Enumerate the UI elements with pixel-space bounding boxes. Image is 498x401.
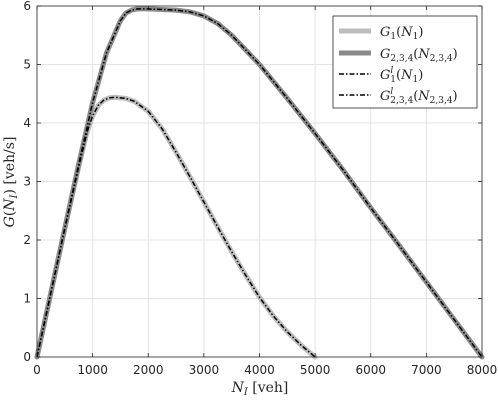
series-line-g1l bbox=[36, 96, 316, 358]
x-tick-label: 6000 bbox=[355, 363, 386, 377]
y-tick-label: 2 bbox=[23, 233, 31, 247]
grid bbox=[36, 5, 483, 358]
series-line-g1 bbox=[34, 94, 318, 360]
x-axis-label: NI [veh] bbox=[231, 380, 289, 398]
x-tick-label: 4000 bbox=[244, 363, 275, 377]
y-tick-label: 3 bbox=[23, 175, 31, 189]
y-axis-label: G(NI) [veh/s] bbox=[2, 137, 20, 228]
legend: G1(N1) G2,3,4(N2,3,4) Gl 1(N1) Gl 2,3,4(N2… bbox=[332, 15, 478, 109]
legend-label-g1: G1(N1) bbox=[380, 25, 423, 42]
y-tick-label: 6 bbox=[23, 0, 31, 13]
legend-label-g234: G2,3,4(N2,3,4) bbox=[380, 47, 458, 64]
x-tick-label: 2000 bbox=[133, 363, 164, 377]
x-tick-label: 0 bbox=[33, 363, 41, 377]
x-tick-label: 5000 bbox=[300, 363, 331, 377]
series-lines bbox=[34, 6, 485, 360]
y-tick-label: 1 bbox=[23, 292, 31, 306]
x-tick-label: 7000 bbox=[411, 363, 442, 377]
ticks: 0 1000 2000 3000 4000 5000 6000 7000 8000 0 1 2 3 4 5 6 bbox=[23, 0, 497, 377]
x-tick-label: 1000 bbox=[77, 363, 108, 377]
y-tick-label: 5 bbox=[23, 58, 31, 72]
y-tick-label: 4 bbox=[23, 116, 31, 130]
legend-label-g234l: Gl 2,3,4(N2,3,4) bbox=[380, 87, 458, 106]
series-line-g234l bbox=[36, 8, 483, 358]
legend-entry-g1: G1(N1) bbox=[339, 25, 423, 42]
x-tick-label: 8000 bbox=[467, 363, 498, 377]
x-tick-label: 3000 bbox=[189, 363, 220, 377]
legend-label-g1l: Gl 1(N1) bbox=[380, 66, 423, 85]
legend-entry-g234l: Gl 2,3,4(N2,3,4) bbox=[339, 87, 458, 106]
y-tick-label: 0 bbox=[23, 350, 31, 364]
legend-entry-g1l: Gl 1(N1) bbox=[339, 66, 423, 85]
legend-entry-g234: G2,3,4(N2,3,4) bbox=[339, 47, 458, 64]
